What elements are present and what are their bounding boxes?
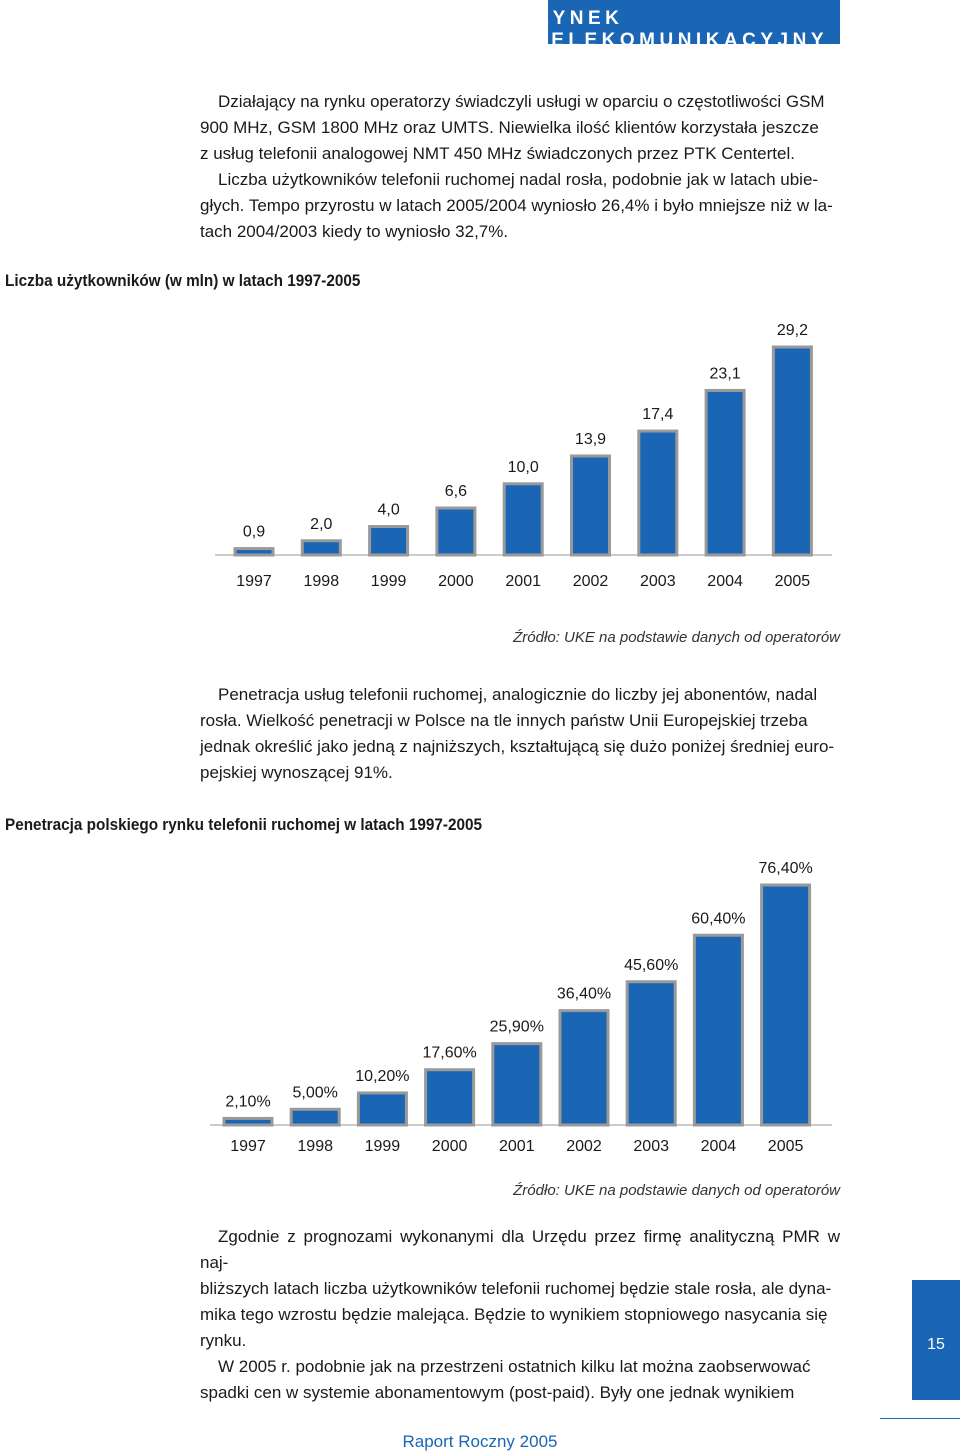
bar-2003: [637, 429, 679, 557]
bar-2002: [570, 454, 611, 557]
bar-2000: [424, 1068, 476, 1127]
data-label-1997: 2,10%: [225, 1093, 270, 1110]
data-label-1998: 5,00%: [293, 1084, 338, 1101]
data-label-2001: 10,0: [508, 459, 539, 476]
bar-2002: [558, 1009, 610, 1127]
chart-2-title: Penetracja polskiego rynku telefonii ruc…: [5, 815, 483, 834]
paragraph-2: Penetracja usług telefonii ruchomej, ana…: [200, 682, 840, 786]
tick-label-1999: 1999: [371, 573, 407, 590]
penetration-bar-chart: 2,10% 1997 5,00% 1998 10,20% 1999 17,60% 2000 25…: [210, 860, 832, 1155]
paragraph-line: Penetracja usług telefonii ruchomej, ana…: [218, 685, 818, 704]
tick-label-1997: 1997: [230, 1138, 266, 1155]
paragraph-line: rosła. Wielkość penetracji w Polsce na t…: [200, 711, 808, 730]
bar-2003: [625, 980, 677, 1127]
data-label-2005: 29,2: [777, 322, 808, 339]
section-header: RYNEK TELEKOMUNIKACYJNY: [535, 0, 840, 51]
paragraph-line: Zgodnie z prognozami wykonanymi dla Urzę…: [200, 1227, 840, 1272]
tick-label-2003: 2003: [640, 573, 676, 590]
bar-1997: [233, 547, 275, 557]
page-number-tab: 15: [912, 1280, 960, 1400]
bar-1997: [222, 1116, 274, 1127]
data-label-2002: 13,9: [575, 431, 606, 448]
paragraph-line: W 2005 r. podobnie jak na przestrzeni os…: [218, 1357, 811, 1376]
paragraph-line: tach 2004/2003 kiedy to wyniosło 32,7%.: [200, 222, 509, 241]
paragraph-line: rynku.: [200, 1331, 247, 1350]
tick-label-2002: 2002: [573, 573, 609, 590]
page-number: 15: [927, 1336, 945, 1353]
users-bar-chart: 0,9 1997 2,0 1998 4,0 1999 6,6 2000 10,0 2001 13,9…: [215, 322, 832, 590]
bar-2004: [704, 388, 746, 557]
paragraph-line: mika tego wzrostu będzie malejąca. Będzi…: [200, 1305, 828, 1324]
paragraph-3: Zgodnie z prognozami wykonanymi dla Urzę…: [200, 1224, 840, 1406]
chart-2-source: Źródło: UKE na podstawie danych od opera…: [513, 1182, 840, 1199]
data-label-2005: 76,40%: [758, 860, 812, 877]
chart-1-source: Źródło: UKE na podstawie danych od opera…: [513, 629, 840, 646]
paragraph-line: jednak określić jako jedną z najniższych…: [200, 737, 835, 756]
data-label-2004: 60,40%: [691, 910, 745, 927]
footer-title: Raport Roczny 2005: [402, 1432, 558, 1451]
tick-label-1998: 1998: [297, 1138, 333, 1155]
tick-label-1997: 1997: [236, 573, 272, 590]
data-label-2000: 17,60%: [422, 1045, 476, 1062]
bar-2004: [692, 933, 744, 1127]
paragraph-line: spadki cen w systemie abonamentowym (pos…: [200, 1383, 795, 1402]
data-label-1999: 10,20%: [355, 1068, 409, 1085]
tick-label-2000: 2000: [438, 573, 474, 590]
data-label-1999: 4,0: [377, 502, 399, 519]
bar-1998: [300, 539, 342, 557]
paragraph-line: 900 MHz, GSM 1800 MHz oraz UMTS. Niewiel…: [200, 118, 819, 137]
paragraph-line: Liczba użytkowników telefonii ruchomej n…: [218, 170, 819, 189]
bar-2001: [502, 482, 544, 557]
tick-label-1998: 1998: [304, 573, 340, 590]
paragraph-1: Działający na rynku operatorzy świadczyl…: [200, 89, 840, 245]
bar-2001: [491, 1042, 543, 1127]
data-label-2003: 45,60%: [624, 957, 678, 974]
paragraph-line: głych. Tempo przyrostu w latach 2005/200…: [200, 196, 833, 215]
data-label-2003: 17,4: [642, 406, 673, 423]
tick-label-2001: 2001: [499, 1138, 535, 1155]
data-label-2000: 6,6: [445, 483, 467, 500]
paragraph-line: Działający na rynku operatorzy świadczyl…: [218, 92, 825, 111]
tick-label-2004: 2004: [701, 1138, 737, 1155]
page-number-rule: [880, 1418, 960, 1419]
tick-label-2003: 2003: [633, 1138, 669, 1155]
bar-2005: [771, 345, 813, 557]
tick-label-1999: 1999: [365, 1138, 401, 1155]
data-label-1997: 0,9: [243, 524, 265, 541]
bar-1999: [368, 525, 410, 557]
tick-label-2001: 2001: [505, 573, 541, 590]
bar-1999: [356, 1091, 408, 1127]
bar-1998: [289, 1107, 341, 1127]
data-label-2002: 36,40%: [557, 986, 611, 1003]
data-label-2004: 23,1: [710, 365, 741, 382]
paragraph-line: bliższych latach liczba użytkowników tel…: [200, 1279, 832, 1298]
tick-label-2000: 2000: [432, 1138, 468, 1155]
section-header-title: RYNEK TELEKOMUNIKACYJNY: [535, 8, 828, 51]
bar-2000: [435, 506, 477, 557]
data-label-2001: 25,90%: [490, 1019, 544, 1036]
tick-label-2005: 2005: [775, 573, 811, 590]
data-label-1998: 2,0: [310, 516, 332, 533]
paragraph-line: z usług telefonii analogowej NMT 450 MHz…: [200, 144, 795, 163]
paragraph-line: pejskiej wynoszącej 91%.: [200, 763, 393, 782]
tick-label-2002: 2002: [566, 1138, 602, 1155]
chart-1-title: Liczba użytkowników (w mln) w latach 199…: [5, 271, 361, 290]
bar-2005: [760, 883, 812, 1127]
tick-label-2004: 2004: [707, 573, 743, 590]
tick-label-2005: 2005: [768, 1138, 804, 1155]
